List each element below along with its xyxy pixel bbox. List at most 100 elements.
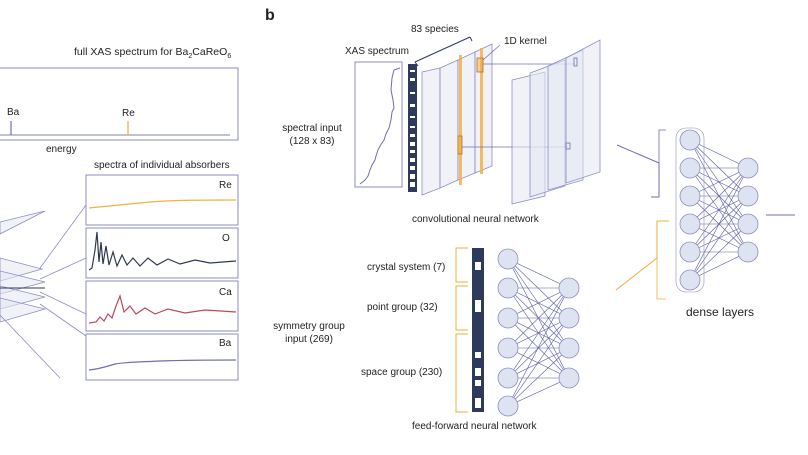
formula-mid: CaReO <box>192 46 228 58</box>
ffn-edge <box>507 287 570 379</box>
absorber-label-ba: Ba <box>219 338 232 349</box>
re-peak-label: Re <box>122 108 135 119</box>
strip-gap <box>410 174 415 179</box>
spectral-input-label-1: spectral input <box>282 123 342 134</box>
absorber-connectors <box>0 204 87 379</box>
dense-box-bracket-bottom <box>656 221 666 300</box>
cnn-output-bracket <box>616 144 660 198</box>
xas-spectrum-label: XAS spectrum <box>345 46 409 57</box>
ffn-edge <box>507 258 570 349</box>
kernel-label: 1D kernel <box>504 36 547 47</box>
absorber-box-o <box>85 227 239 279</box>
ffn-node <box>558 307 580 329</box>
strip-gap <box>410 70 415 72</box>
spectral-input-label-2: (128 x 83) <box>289 136 335 147</box>
species-bracket <box>414 36 471 63</box>
conv-kernel <box>476 57 484 73</box>
absorber-box-re <box>85 174 239 226</box>
ffn-edge <box>507 258 570 289</box>
symmetry-input-strip <box>472 248 484 412</box>
strip-gap <box>410 116 415 118</box>
xas-spectrum-box <box>354 61 403 188</box>
formula-subscript-1: 2 <box>188 53 193 61</box>
ffn-edge <box>507 317 570 379</box>
full-spectrum-title: full XAS spectrum for Ba2CaReO6 <box>74 46 231 63</box>
kernel-callout <box>482 44 501 61</box>
dense-network-edges <box>689 139 749 281</box>
conv-kernel-lower <box>457 135 463 155</box>
absorber-label-re: Re <box>219 180 232 191</box>
species-label: 83 species <box>411 24 459 35</box>
strip-cell <box>475 352 481 358</box>
space-group-label: space group (230) <box>361 367 443 378</box>
strip-cell <box>475 300 481 312</box>
ffn-node <box>497 248 519 270</box>
dense-node <box>679 241 701 263</box>
energy-axis-label: energy <box>46 144 77 155</box>
ffn-node <box>497 367 519 389</box>
dense-node <box>679 213 701 235</box>
spectral-input-strip <box>408 64 417 192</box>
dense-box-bracket-top <box>658 129 666 197</box>
strip-gap <box>410 166 415 170</box>
dense-node <box>737 241 759 263</box>
xas-spectrum-curve <box>359 67 401 185</box>
full-spectrum-title-prefix: full XAS spectrum for Ba <box>74 46 189 58</box>
dense-edge <box>689 167 749 225</box>
ffn-node <box>497 395 519 417</box>
ffn-edge <box>507 287 570 407</box>
full-spectrum-panel <box>0 67 239 141</box>
strip-gap <box>410 158 415 162</box>
ca-spectrum-curve <box>88 294 237 324</box>
symmetry-input-label-1: symmetry group <box>273 321 345 332</box>
strip-gap <box>410 78 415 81</box>
strip-cell <box>475 368 481 376</box>
dense-column-outline <box>675 127 705 293</box>
strip-gap <box>410 92 415 94</box>
ffn-edge <box>507 258 570 379</box>
dense-node <box>679 185 701 207</box>
dense-edge <box>689 167 749 281</box>
strip-gap <box>410 104 415 107</box>
ffn-edge <box>507 347 570 379</box>
dense-node <box>679 269 701 291</box>
ffn-node <box>497 277 519 299</box>
ffn-edge <box>507 287 570 349</box>
absorber-label-o: O <box>222 233 230 244</box>
re-spectrum-curve <box>88 199 237 209</box>
absorber-label-ca: Ca <box>219 287 232 298</box>
ffn-node <box>558 337 580 359</box>
dense-network-nodes <box>675 127 759 293</box>
dense-node <box>737 213 759 235</box>
strip-gap <box>410 134 415 137</box>
ffn-edge <box>507 317 570 407</box>
cnn-caption: convolutional neural network <box>412 214 539 225</box>
strip-gap <box>410 150 415 153</box>
individual-absorbers-title: spectra of individual absorbers <box>94 160 230 171</box>
dense-layers-label: dense layers <box>686 305 755 319</box>
ba-peak-label: Ba <box>7 107 20 118</box>
ffn-node <box>558 367 580 389</box>
ffn-caption: feed-forward neural network <box>412 421 537 432</box>
strip-gap <box>410 142 415 146</box>
dense-edge <box>689 251 749 281</box>
symmetry-input-label-2: input (269) <box>285 334 333 345</box>
ffn-node <box>558 277 580 299</box>
point-group-label: point group (32) <box>367 302 438 313</box>
strip-gap <box>410 126 415 128</box>
ba-spectrum-curve <box>88 359 237 371</box>
absorber-box-ca <box>85 280 239 332</box>
panel-label-b: b <box>265 7 275 24</box>
strip-cell <box>475 380 481 386</box>
dense-node <box>737 185 759 207</box>
cnn-planes-first <box>421 43 493 196</box>
orange-feature-strip-2 <box>480 48 483 174</box>
ffn-output-bracket <box>615 220 669 291</box>
strip-cell <box>475 262 481 270</box>
dense-edge <box>689 167 749 197</box>
dense-edge <box>689 223 749 281</box>
dense-edge <box>689 139 749 169</box>
dense-node <box>737 157 759 179</box>
ffn-network-edges <box>507 258 570 407</box>
